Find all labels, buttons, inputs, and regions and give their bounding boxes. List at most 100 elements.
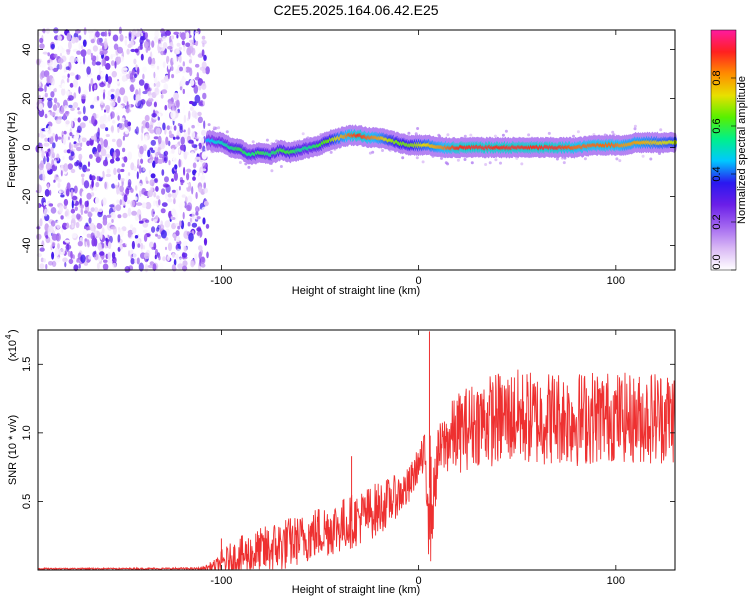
noise-blob [66,62,69,67]
noise-blob [63,163,69,172]
noise-blob [164,193,168,200]
noise-blob [166,125,171,131]
noise-blob [190,130,196,139]
noise-blob [95,61,102,66]
noise-blob [107,76,113,84]
noise-blob [74,161,79,167]
noise-blob [182,88,185,95]
noise-blob [102,45,105,51]
noise-blob [126,86,130,96]
noise-blob [170,110,176,119]
noise-blob [197,121,200,127]
noise-blob [175,230,180,237]
noise-blob [527,133,531,137]
noise-blob [470,161,474,165]
noise-blob [205,66,210,75]
noise-blob [173,125,177,131]
noise-blob [217,126,221,130]
noise-blob [48,69,54,74]
noise-blob [119,34,124,42]
noise-blob [153,200,156,207]
noise-blob [56,220,61,230]
noise-blob [173,31,180,35]
noise-blob [150,173,156,179]
noise-blob [131,227,137,234]
noise-blob [493,134,497,138]
noise-blob [68,40,72,50]
noise-blob [122,147,126,153]
noise-blob [114,181,119,187]
noise-blob [463,158,467,161]
noise-blob [127,43,132,49]
noise-blob [66,77,70,83]
noise-blob [79,199,82,205]
spectrogram-x-tick-label: 0 [416,275,422,287]
noise-blob [177,225,181,230]
noise-blob [40,134,46,138]
noise-blob [193,84,199,94]
noise-blob [114,61,117,69]
noise-blob [225,130,229,134]
noise-blob [201,49,205,57]
noise-blob [173,259,177,266]
noise-blob [131,143,135,152]
noise-blob [127,179,132,187]
noise-blob [187,195,193,204]
noise-blob [641,154,645,158]
noise-blob [176,99,180,109]
noise-blob [84,74,88,84]
noise-blob [52,104,58,112]
noise-blob [50,146,54,155]
noise-blob [86,233,91,238]
noise-blob [121,67,128,71]
noise-blob [191,211,195,220]
noise-blob [106,96,112,100]
spectrogram-panel: -100 0 100 -40 -20 0 20 40 Height of straight … [6,26,677,297]
noise-blob [127,207,132,217]
noise-blob [50,184,56,193]
noise-blob [142,66,148,73]
noise-blob [155,152,159,158]
noise-blob [50,244,53,251]
noise-blob [182,61,185,68]
colorbar: 0.0 0.2 0.4 0.6 0.8 Normalized spectral ampl… [710,29,748,271]
noise-blob [102,91,106,100]
noise-blob [55,118,62,125]
noise-blob [66,182,71,190]
noise-blob [90,78,94,87]
noise-blob [183,150,188,160]
noise-blob [201,129,206,136]
noise-blob [178,148,181,154]
noise-blob [61,75,67,79]
noise-blob [64,210,69,217]
noise-blob [49,62,55,70]
noise-blob [41,240,45,249]
noise-blob [195,191,198,200]
noise-blob [150,139,156,146]
noise-blob [44,177,48,185]
noise-blob [38,147,42,154]
noise-blob [135,185,138,191]
noise-blob [203,187,208,194]
noise-blob [117,56,122,64]
noise-blob [145,121,150,129]
noise-blob [87,29,94,34]
noise-blob [126,100,129,109]
noise-blob [148,82,155,89]
noise-blob [270,169,274,173]
noise-blob [155,127,161,135]
colorbar-label: Normalized spectral amplitude [736,76,748,224]
noise-blob [106,33,109,37]
noise-blob [469,133,473,137]
noise-blob [121,117,125,123]
noise-blob [69,132,73,137]
noise-blob [66,215,71,220]
noise-blob [180,182,184,186]
noise-blob [145,201,152,210]
noise-blob [62,257,68,263]
noise-blob [414,132,418,136]
spectrogram-x-tick-label: 100 [607,275,625,287]
noise-blob [488,161,492,165]
noise-blob [112,262,117,268]
noise-blob [88,255,93,260]
